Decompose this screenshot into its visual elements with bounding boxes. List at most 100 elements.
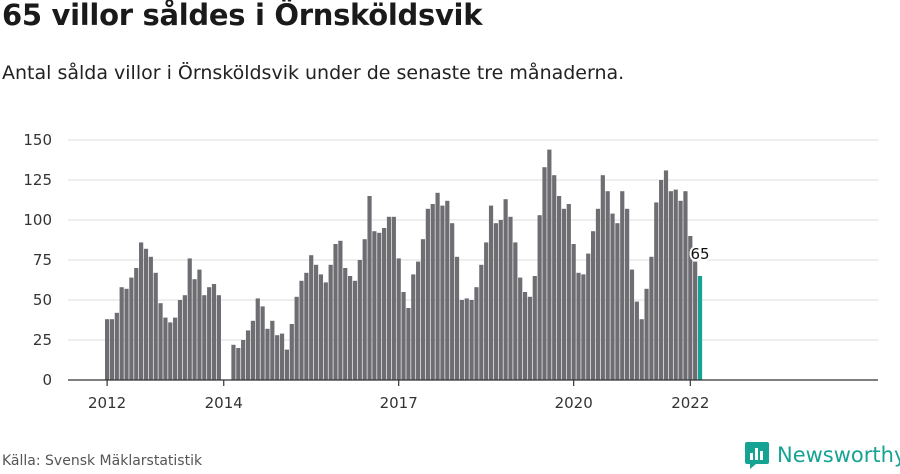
bar [586, 253, 591, 380]
bar [352, 280, 358, 380]
bar [649, 256, 654, 380]
bar [411, 274, 416, 380]
bar [445, 200, 450, 380]
bar [620, 191, 625, 380]
bar [270, 320, 275, 380]
bar [693, 261, 698, 380]
y-tick-label: 75 [33, 251, 52, 269]
bar [377, 232, 382, 380]
bar [202, 295, 207, 380]
bar [610, 213, 615, 380]
newsworthy-logo-icon [745, 442, 769, 469]
bar [469, 300, 474, 380]
bar [663, 170, 669, 380]
bar [323, 282, 328, 380]
bar [522, 292, 528, 380]
bar [435, 192, 440, 380]
bar [148, 256, 153, 380]
bar [595, 208, 601, 380]
bar [668, 191, 673, 380]
bar [576, 272, 581, 380]
bar [192, 279, 197, 380]
bar [105, 319, 110, 380]
bar [207, 287, 212, 380]
bar [362, 239, 367, 380]
bar [566, 204, 571, 380]
bar [600, 175, 605, 380]
y-tick-label: 150 [23, 131, 52, 149]
bar [556, 196, 562, 380]
y-tick-label: 125 [23, 171, 52, 189]
chart-subtitle: Antal sålda villor i Örnsköldsvik under … [2, 62, 625, 84]
bar [591, 231, 596, 380]
bar [571, 244, 576, 380]
source-note: Källa: Svensk Mäklarstatistik [2, 453, 203, 469]
bar [245, 330, 251, 380]
bar-highlight [697, 276, 703, 380]
bar [625, 208, 630, 380]
bar [139, 242, 144, 380]
x-tick-label: 2022 [671, 394, 709, 412]
x-tick-label: 2014 [205, 394, 243, 412]
bar [158, 303, 163, 380]
bar [386, 216, 392, 380]
bar [498, 220, 503, 380]
bar [294, 296, 299, 380]
bar [527, 296, 533, 380]
bar [313, 264, 319, 380]
highlight-value-label: 65 [690, 245, 709, 263]
bar [547, 149, 552, 380]
y-tick-label: 0 [42, 371, 52, 389]
bar [348, 276, 353, 380]
bar [318, 274, 324, 380]
bar [216, 295, 221, 380]
bar [250, 320, 255, 380]
y-axis: 0 25 50 75 100 125 150 [23, 131, 52, 389]
bar [289, 324, 294, 380]
brand-name: Newsworthy [777, 443, 900, 467]
bar [236, 348, 241, 380]
bar [654, 202, 659, 380]
bar [454, 256, 460, 380]
y-tick-label: 100 [23, 211, 52, 229]
bar [508, 216, 513, 380]
bar [265, 328, 270, 380]
bar [537, 215, 542, 380]
bar [518, 277, 523, 380]
bar [396, 258, 401, 380]
bar [382, 228, 387, 380]
bar [440, 205, 445, 380]
bar [605, 191, 610, 380]
bar [673, 189, 678, 380]
bar [124, 288, 129, 380]
bars [105, 149, 703, 380]
bar [357, 260, 362, 380]
bar [493, 223, 498, 380]
bar [688, 236, 693, 380]
bar [552, 175, 557, 380]
bar [430, 204, 435, 380]
bar [488, 205, 494, 380]
bar [168, 322, 173, 380]
bar [114, 312, 119, 380]
bar [513, 242, 518, 380]
bar [474, 287, 479, 380]
bar [615, 223, 620, 380]
bar [639, 319, 644, 380]
bar [129, 277, 134, 380]
bar [304, 272, 309, 380]
bar [134, 268, 139, 380]
bar [425, 208, 430, 380]
brand-logo[interactable]: Newsworthy [744, 440, 900, 470]
bar [391, 216, 396, 380]
bar [279, 333, 285, 380]
highlight-label-halo: 65 [690, 245, 709, 263]
bar [338, 240, 343, 380]
bar [197, 269, 202, 380]
bar [343, 268, 348, 380]
bar [406, 308, 411, 380]
bar [143, 248, 149, 380]
bar [561, 208, 567, 380]
bar [299, 280, 304, 380]
